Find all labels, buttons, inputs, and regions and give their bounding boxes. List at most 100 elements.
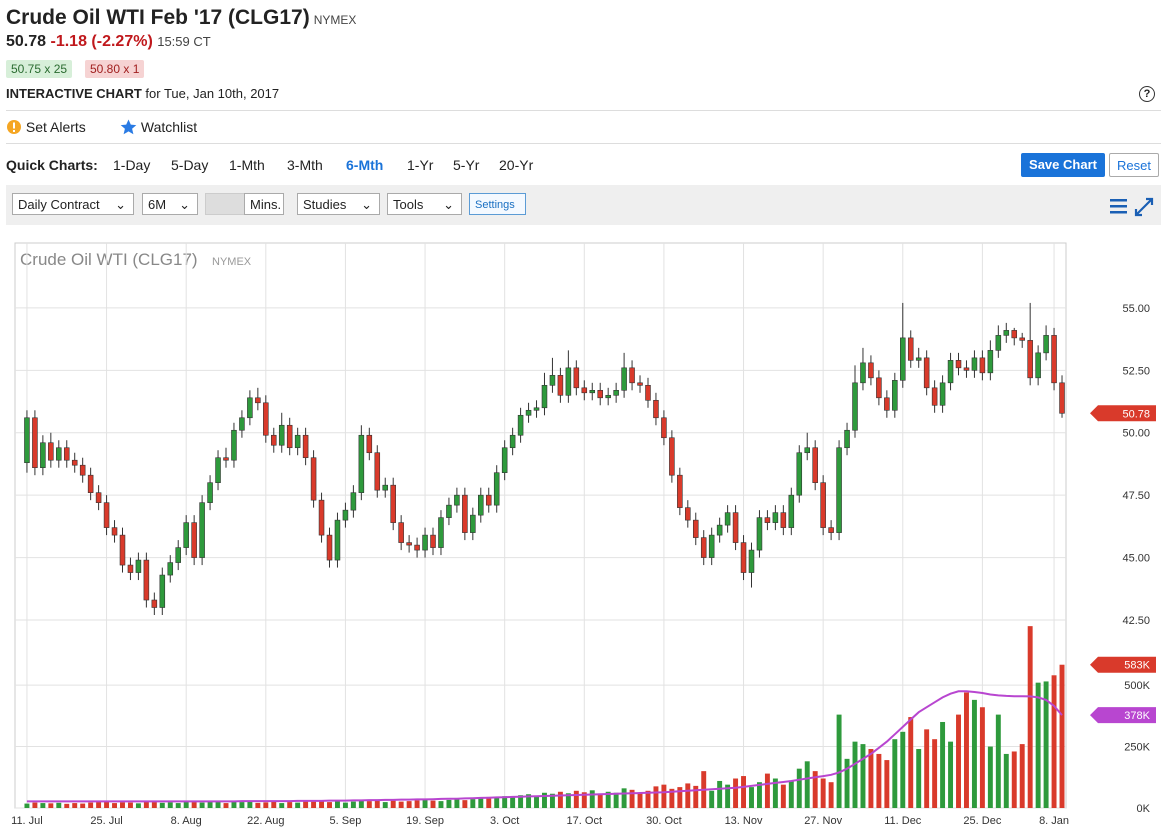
volume-bar [159,802,165,808]
candle-body [310,457,317,501]
volume-bar [327,802,332,808]
candle-body [884,397,890,411]
volume-bar [239,802,245,808]
set-alerts[interactable]: Set Alerts [6,119,86,135]
last-volume-tag: 583K [1124,660,1150,672]
volume-bar [255,802,261,808]
volume-bar [669,788,675,808]
menu-icons[interactable] [1108,196,1158,218]
candle-body [215,457,221,483]
volume-bar [685,783,691,808]
time: 15:59 CT [157,34,211,49]
quick-option[interactable]: 3-Mth [287,157,323,173]
candle-body [525,409,532,416]
candle-body [804,447,810,454]
candle-body [876,377,882,399]
action-label: Watchlist [140,119,198,135]
volume-bar [820,778,826,808]
tools-select[interactable]: Tools ⌄ [387,193,462,215]
volume-bar [908,717,914,808]
volume-bar [780,784,786,808]
candle-body [836,447,842,533]
candle-body [485,494,492,506]
candle-body [708,534,715,558]
candle-body [780,512,787,528]
volume-bar [64,803,70,808]
candle-body [637,382,643,386]
volume-bar [844,758,850,808]
divider [6,143,1161,144]
candle-body [247,397,253,419]
quick-option[interactable]: 6-Mth [346,157,384,173]
volume-bar [557,791,563,808]
select-label: Mins. [250,197,282,212]
watchlist[interactable]: Watchlist [120,119,197,135]
volume-bar [804,761,810,808]
save-chart[interactable]: Save Chart [1021,153,1105,177]
help-icon[interactable]: ? [1139,86,1155,102]
candle-body [931,387,938,406]
quick-option[interactable]: 1-Mth [229,157,265,173]
volume-bar [764,773,770,808]
volume-bar [151,802,157,808]
quick-option[interactable]: 5-Day [171,157,209,173]
candle-body [24,417,30,464]
x-tick-label: 3. Oct [490,815,519,827]
candle-body [430,534,436,548]
candle-body [119,534,126,566]
volume-bar [987,746,993,808]
candle-body [271,434,277,446]
ma-tag: 378K [1124,710,1150,722]
settings-button[interactable]: Settings [469,193,526,215]
candle-body [501,447,508,473]
volume-bar [964,692,969,808]
studies-select[interactable]: Studies ⌄ [297,193,380,215]
contract-select[interactable]: Daily Contract ⌄ [12,193,134,215]
y-tick-label: 42.50 [1122,615,1150,627]
reset[interactable]: Reset [1109,153,1159,177]
quick-option[interactable]: 1-Yr [407,157,434,173]
volume-bar [494,797,500,808]
volume-bar [414,800,420,808]
x-tick-label: 22. Aug [247,815,284,827]
candle-body [756,517,763,551]
candle-body [685,507,691,521]
candle-body [79,464,86,476]
x-tick-label: 25. Jul [90,815,122,827]
ask: 50.80 x 1 [85,60,145,78]
quick-option[interactable]: 1-Day [113,157,151,173]
candle-body [645,385,651,401]
y-tick-label: 52.50 [1122,365,1150,377]
candle-body [565,367,572,396]
exchange: NYMEX [313,13,357,27]
volume-bar [653,786,659,808]
quote: 50.78 -1.18 (-2.27%) 15:59 CT [6,33,211,51]
volume-bar [271,801,277,808]
volume-bar [900,731,906,808]
volume-bar [390,800,396,808]
volume-bar [629,789,635,808]
volume-bar [733,778,739,808]
period-select[interactable]: 6M ⌄ [142,193,198,215]
candle-body [135,559,142,573]
volume-bar [788,780,794,808]
volume-bar [677,787,683,808]
quick-option[interactable]: 5-Yr [453,157,480,173]
volume-bar [462,800,468,808]
candle-body [589,390,596,394]
candle-body [350,492,357,511]
volume-bar [40,803,46,808]
candle-body [175,547,181,563]
quick-option[interactable]: 20-Yr [499,157,534,173]
candle-body [573,367,580,389]
candle-body [342,509,349,521]
volume-bar [709,790,715,808]
last-price-tag-bg [1090,405,1156,422]
volume-bar [112,803,117,808]
x-tick-label: 13. Nov [725,815,763,827]
candle-body [724,512,731,526]
volume-bar [772,778,778,808]
mins-input[interactable] [205,193,245,215]
select-label: Daily Contract [18,197,100,212]
change: -1.18 (-2.27%) [50,33,153,50]
